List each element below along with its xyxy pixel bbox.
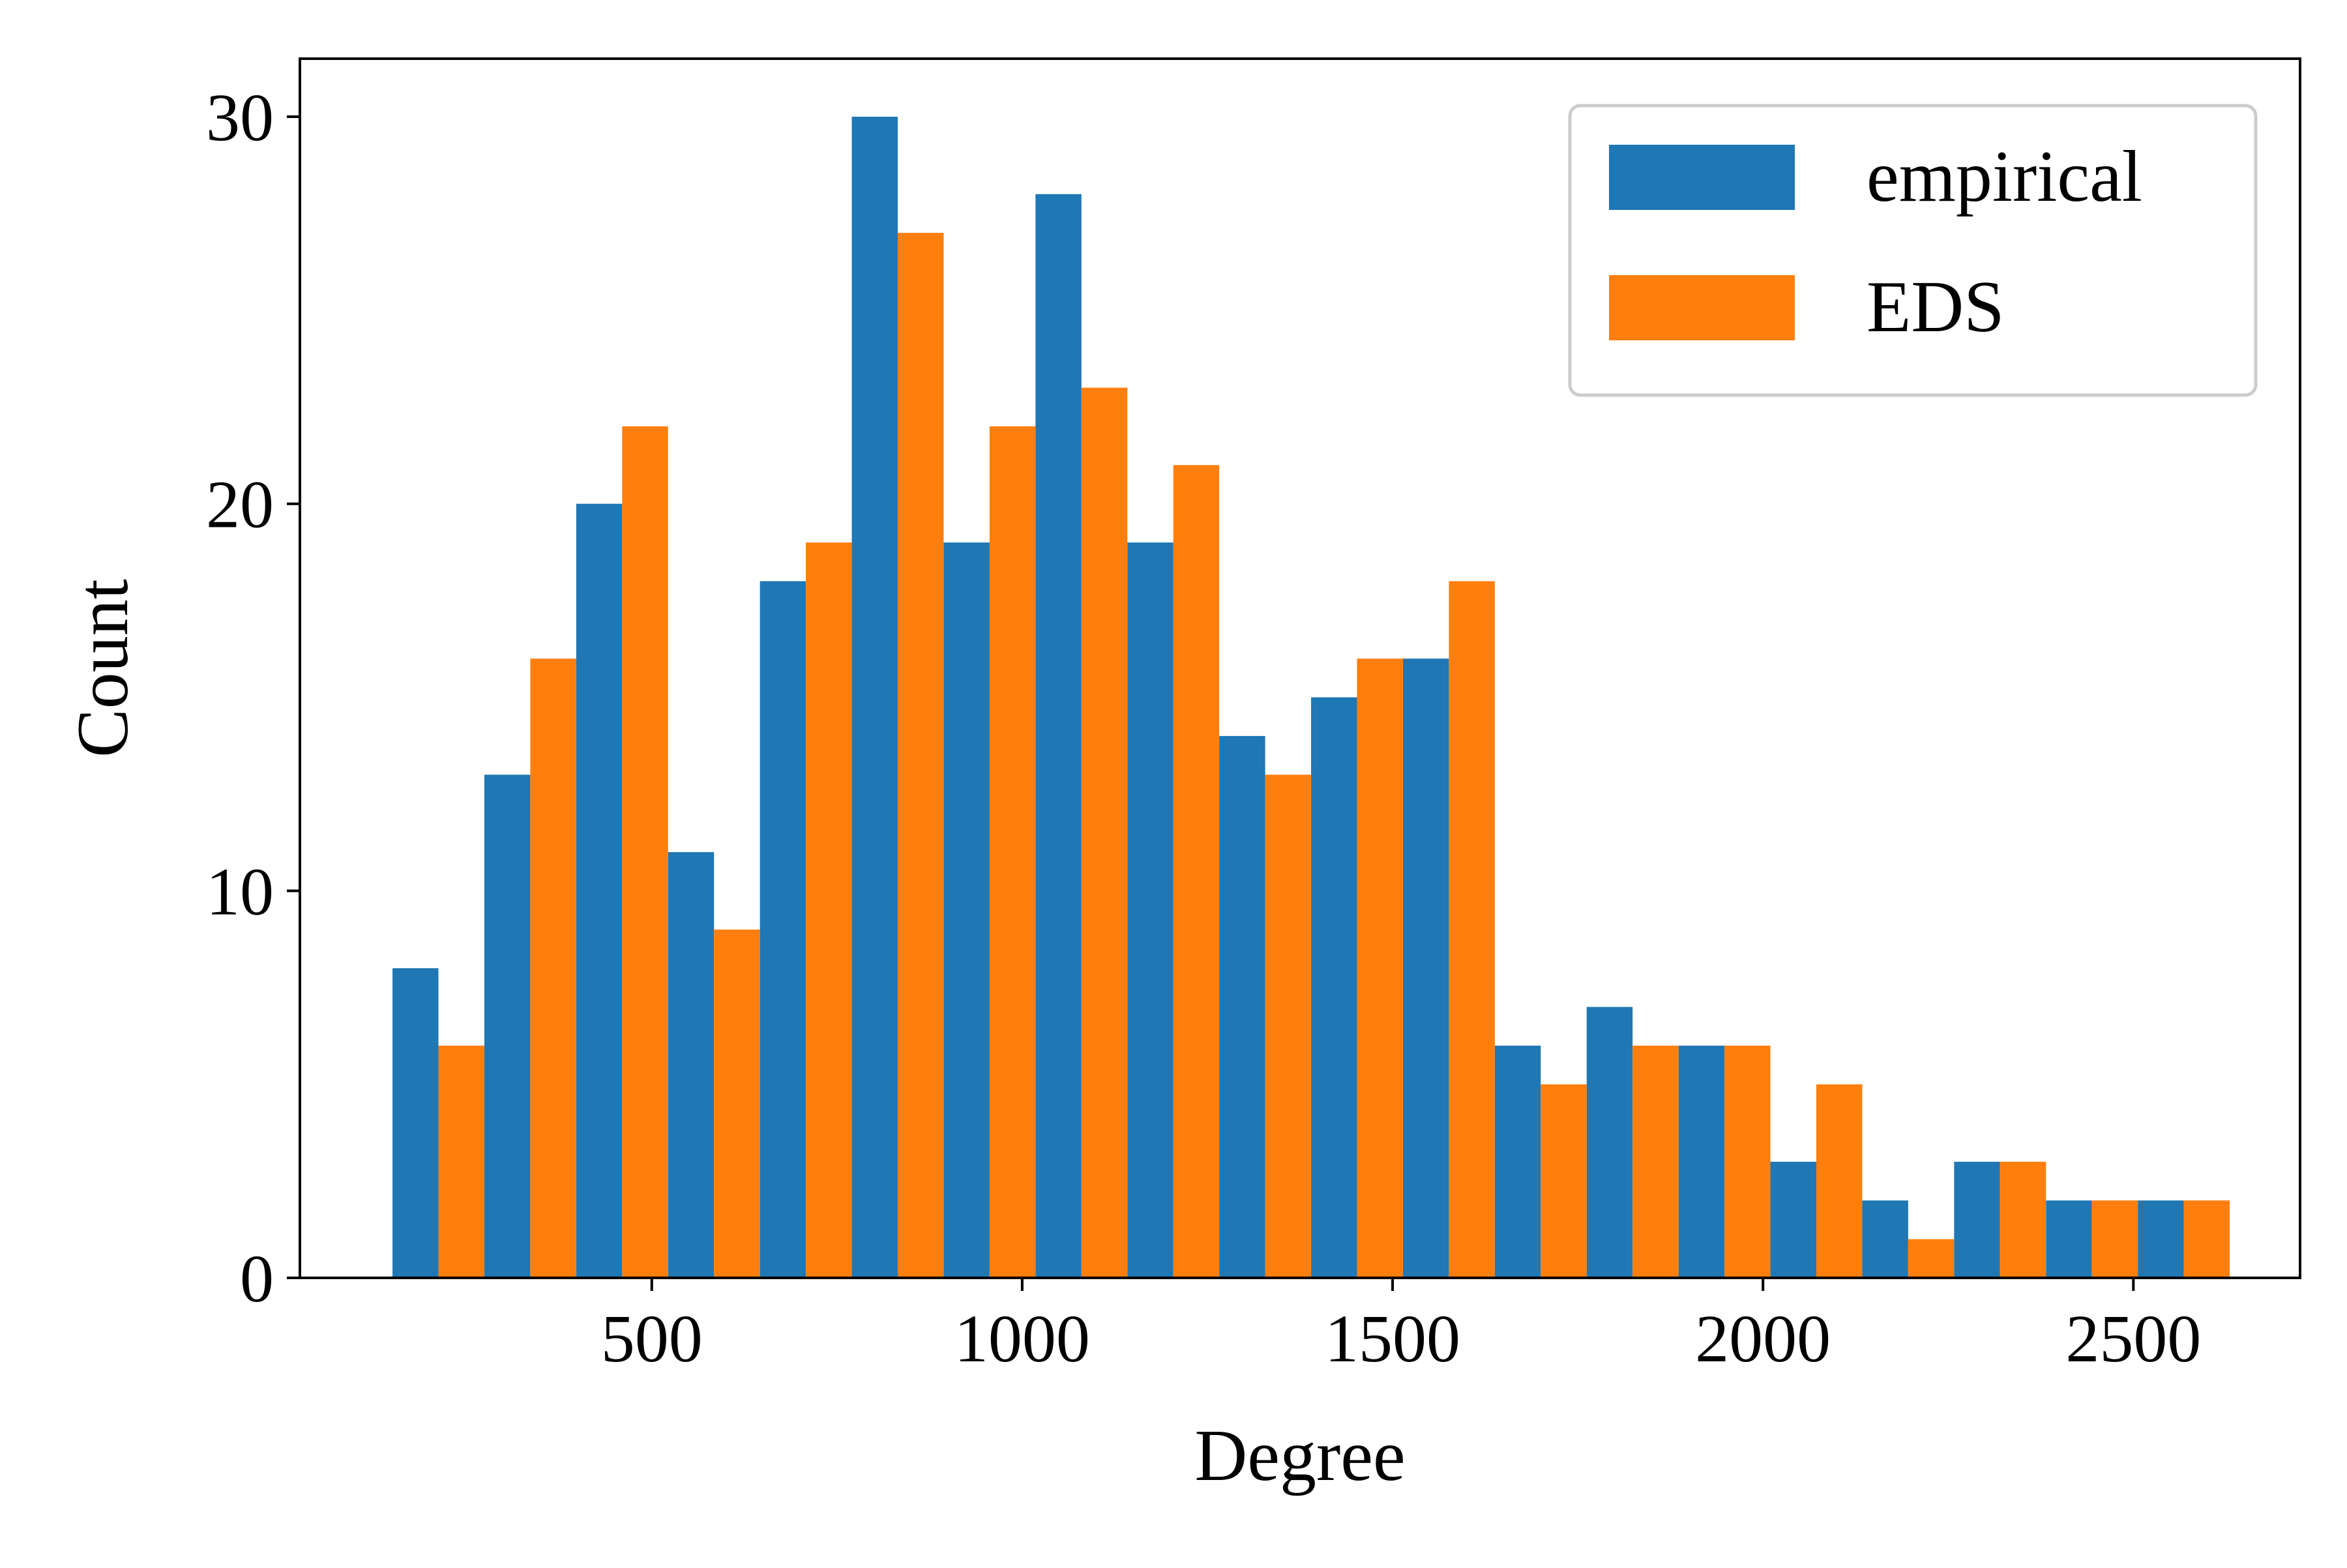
bar-eds-1: [530, 658, 576, 1278]
legend-label-eds: EDS: [1867, 267, 2005, 348]
y-tick-label: 0: [240, 1241, 274, 1316]
bar-empirical-13: [1586, 1007, 1633, 1278]
bar-empirical-12: [1494, 1045, 1541, 1278]
legend-swatch-empirical: [1609, 145, 1795, 210]
bar-eds-11: [1449, 581, 1495, 1278]
bar-eds-13: [1632, 1045, 1679, 1278]
bar-eds-3: [714, 929, 760, 1278]
bar-empirical-9: [1219, 735, 1265, 1278]
bar-eds-16: [1908, 1239, 1955, 1278]
bar-eds-18: [2091, 1200, 2138, 1278]
bar-eds-5: [897, 233, 944, 1279]
bar-eds-10: [1357, 658, 1403, 1278]
x-axis-label: Degree: [1194, 1415, 1405, 1496]
legend: empirical EDS: [1568, 104, 2258, 397]
bar-empirical-7: [1035, 194, 1082, 1278]
bar-empirical-5: [851, 117, 898, 1279]
x-tick-label: 500: [601, 1301, 703, 1376]
bar-empirical-2: [576, 503, 623, 1278]
bar-empirical-15: [1770, 1161, 1816, 1278]
y-tick-label: 20: [206, 467, 274, 542]
bar-empirical-19: [2138, 1200, 2184, 1278]
y-tick-label: 10: [206, 854, 274, 929]
legend-label-empirical: empirical: [1867, 136, 2142, 217]
bar-empirical-1: [484, 775, 531, 1278]
bar-empirical-3: [668, 851, 715, 1278]
bar-empirical-11: [1402, 658, 1449, 1278]
bar-empirical-8: [1127, 542, 1174, 1278]
bar-eds-12: [1541, 1084, 1587, 1278]
series-eds: [438, 233, 2230, 1279]
bar-empirical-10: [1311, 697, 1357, 1278]
x-tick-label: 1000: [954, 1301, 1090, 1376]
axes-layer: 500 1000 1500 2000 2500 0 10 20 30 Degree Count: [63, 57, 2301, 1496]
bar-eds-8: [1173, 465, 1220, 1279]
series-empirical: [392, 117, 2184, 1279]
bar-eds-14: [1724, 1045, 1771, 1278]
y-axis-label: Count: [63, 579, 143, 758]
bar-empirical-4: [760, 581, 806, 1278]
y-tick-label: 30: [206, 80, 274, 155]
bar-eds-17: [2000, 1161, 2046, 1278]
bar-empirical-17: [1954, 1161, 2000, 1278]
bar-empirical-16: [1862, 1200, 1908, 1278]
x-tick-label: 2000: [1695, 1301, 1831, 1376]
bar-empirical-14: [1678, 1045, 1725, 1278]
bar-eds-6: [989, 426, 1036, 1278]
bar-eds-15: [1816, 1084, 1863, 1278]
bars-layer: [392, 117, 2230, 1279]
bar-eds-2: [622, 426, 668, 1278]
x-tick-label: 2500: [2065, 1301, 2201, 1376]
bar-eds-0: [438, 1045, 484, 1278]
x-tick-label: 1500: [1325, 1301, 1460, 1376]
bar-empirical-0: [392, 968, 439, 1278]
bar-eds-19: [2183, 1200, 2230, 1278]
bar-empirical-18: [2046, 1200, 2092, 1278]
plot-frame: [299, 57, 2301, 1279]
bar-eds-9: [1265, 775, 1312, 1278]
legend-swatch-eds: [1609, 275, 1795, 340]
bar-eds-4: [806, 542, 852, 1278]
bar-eds-7: [1081, 387, 1128, 1278]
bar-empirical-6: [943, 542, 990, 1278]
